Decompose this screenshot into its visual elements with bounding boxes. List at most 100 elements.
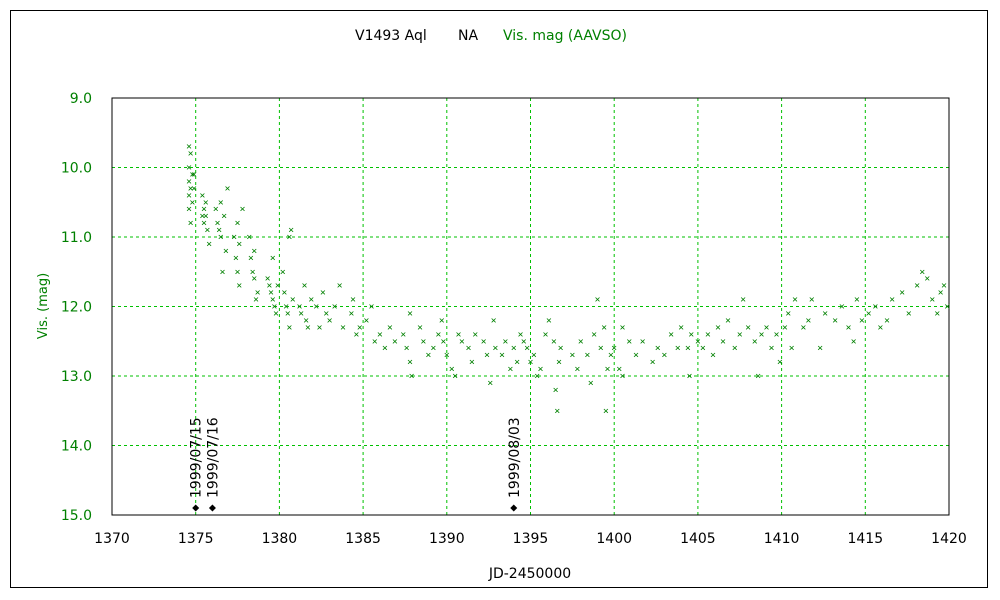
data-point: ×: [452, 371, 458, 382]
data-point: ×: [499, 350, 505, 361]
x-tick-label: 1410: [764, 531, 800, 547]
data-point: ×: [275, 281, 281, 292]
data-point: ×: [469, 357, 475, 368]
annotation-marker: [192, 504, 200, 512]
data-point: ×: [502, 336, 508, 347]
data-point: ×: [720, 336, 726, 347]
data-point: ×: [640, 336, 646, 347]
data-point: ×: [832, 315, 838, 326]
data-point: ×: [288, 225, 294, 236]
data-point: ×: [186, 142, 192, 153]
data-point: ×: [301, 281, 307, 292]
y-tick-label: 13.0: [61, 369, 92, 385]
data-point: ×: [745, 322, 751, 333]
x-tick-label: 1415: [847, 531, 883, 547]
data-point: ×: [253, 295, 259, 306]
data-point: ×: [266, 281, 272, 292]
data-point: ×: [877, 322, 883, 333]
data-point: ×: [854, 295, 860, 306]
y-tick-label: 9.0: [70, 91, 92, 107]
data-point: ×: [546, 315, 552, 326]
data-point: ×: [492, 343, 498, 354]
data-point: ×: [531, 350, 537, 361]
data-point: ×: [675, 343, 681, 354]
data-point: ×: [407, 357, 413, 368]
data-point: ×: [705, 329, 711, 340]
data-point: ×: [206, 239, 212, 250]
data-point: ×: [236, 281, 242, 292]
y-tick-label: 12.0: [61, 300, 92, 316]
data-point: ×: [569, 350, 575, 361]
data-point: ×: [363, 315, 369, 326]
data-point: ×: [822, 308, 828, 319]
data-point: ×: [725, 315, 731, 326]
data-point: ×: [655, 343, 661, 354]
data-point: ×: [188, 149, 194, 160]
annotation-date-label: 1999/07/16: [205, 417, 221, 498]
data-point: ×: [353, 329, 359, 340]
data-point: ×: [409, 371, 415, 382]
data-point: ×: [251, 246, 257, 257]
data-point: ×: [661, 350, 667, 361]
data-point: ×: [611, 343, 617, 354]
data-point: ×: [400, 329, 406, 340]
annotation-date-label: 1999/08/03: [507, 417, 523, 498]
data-point: ×: [290, 295, 296, 306]
data-point: ×: [392, 336, 398, 347]
data-point: ×: [700, 343, 706, 354]
data-point: ×: [377, 329, 383, 340]
data-point: ×: [789, 343, 795, 354]
data-point: ×: [846, 322, 852, 333]
data-point: ×: [688, 329, 694, 340]
data-point: ×: [626, 336, 632, 347]
data-point: ×: [481, 336, 487, 347]
data-point: ×: [186, 163, 192, 174]
data-point: ×: [604, 364, 610, 375]
data-point: ×: [839, 302, 845, 313]
data-point: ×: [188, 183, 194, 194]
y-tick-label: 11.0: [61, 230, 92, 246]
data-point: ×: [337, 281, 343, 292]
data-point: ×: [270, 253, 276, 264]
plot-area-border: [111, 97, 950, 516]
data-point: ×: [449, 364, 455, 375]
data-point: ×: [186, 204, 192, 215]
date-annotations: 1999/07/15 1999/07/16 1999/08/03: [189, 417, 523, 512]
data-point: ×: [255, 288, 261, 299]
data-point: ×: [472, 329, 478, 340]
data-point: ×: [440, 336, 446, 347]
data-point: ×: [551, 336, 557, 347]
y-tick-label: 10.0: [61, 161, 92, 177]
data-point: ×: [620, 322, 626, 333]
x-tick-label: 1385: [345, 531, 381, 547]
x-tick-label: 1370: [94, 531, 130, 547]
data-point: ×: [417, 322, 423, 333]
data-point: ×: [456, 329, 462, 340]
data-point: ×: [199, 190, 205, 201]
data-point: ×: [270, 295, 276, 306]
data-point: ×: [285, 308, 291, 319]
data-point: ×: [524, 343, 530, 354]
chart-title-star: V1493 Aql: [355, 28, 427, 44]
data-point: ×: [774, 329, 780, 340]
data-point: ×: [710, 350, 716, 361]
data-point: ×: [554, 406, 560, 417]
data-point: ×: [189, 197, 195, 208]
data-point: ×: [430, 343, 436, 354]
y-axis-label: Vis. (mag): [36, 273, 51, 339]
data-point: ×: [591, 329, 597, 340]
data-point: ×: [527, 357, 533, 368]
data-point: ×: [213, 204, 219, 215]
data-point: ×: [695, 336, 701, 347]
data-point: ×: [616, 364, 622, 375]
data-point: ×: [914, 281, 920, 292]
data-point: ×: [507, 364, 513, 375]
data-point: ×: [678, 322, 684, 333]
data-point: ×: [186, 190, 192, 201]
data-point: ×: [484, 350, 490, 361]
data-point: ×: [687, 371, 693, 382]
y-tick-label: 15.0: [61, 508, 92, 524]
x-tick-label: 1400: [596, 531, 632, 547]
data-point: ×: [235, 267, 241, 278]
x-tick-label: 1420: [931, 531, 967, 547]
